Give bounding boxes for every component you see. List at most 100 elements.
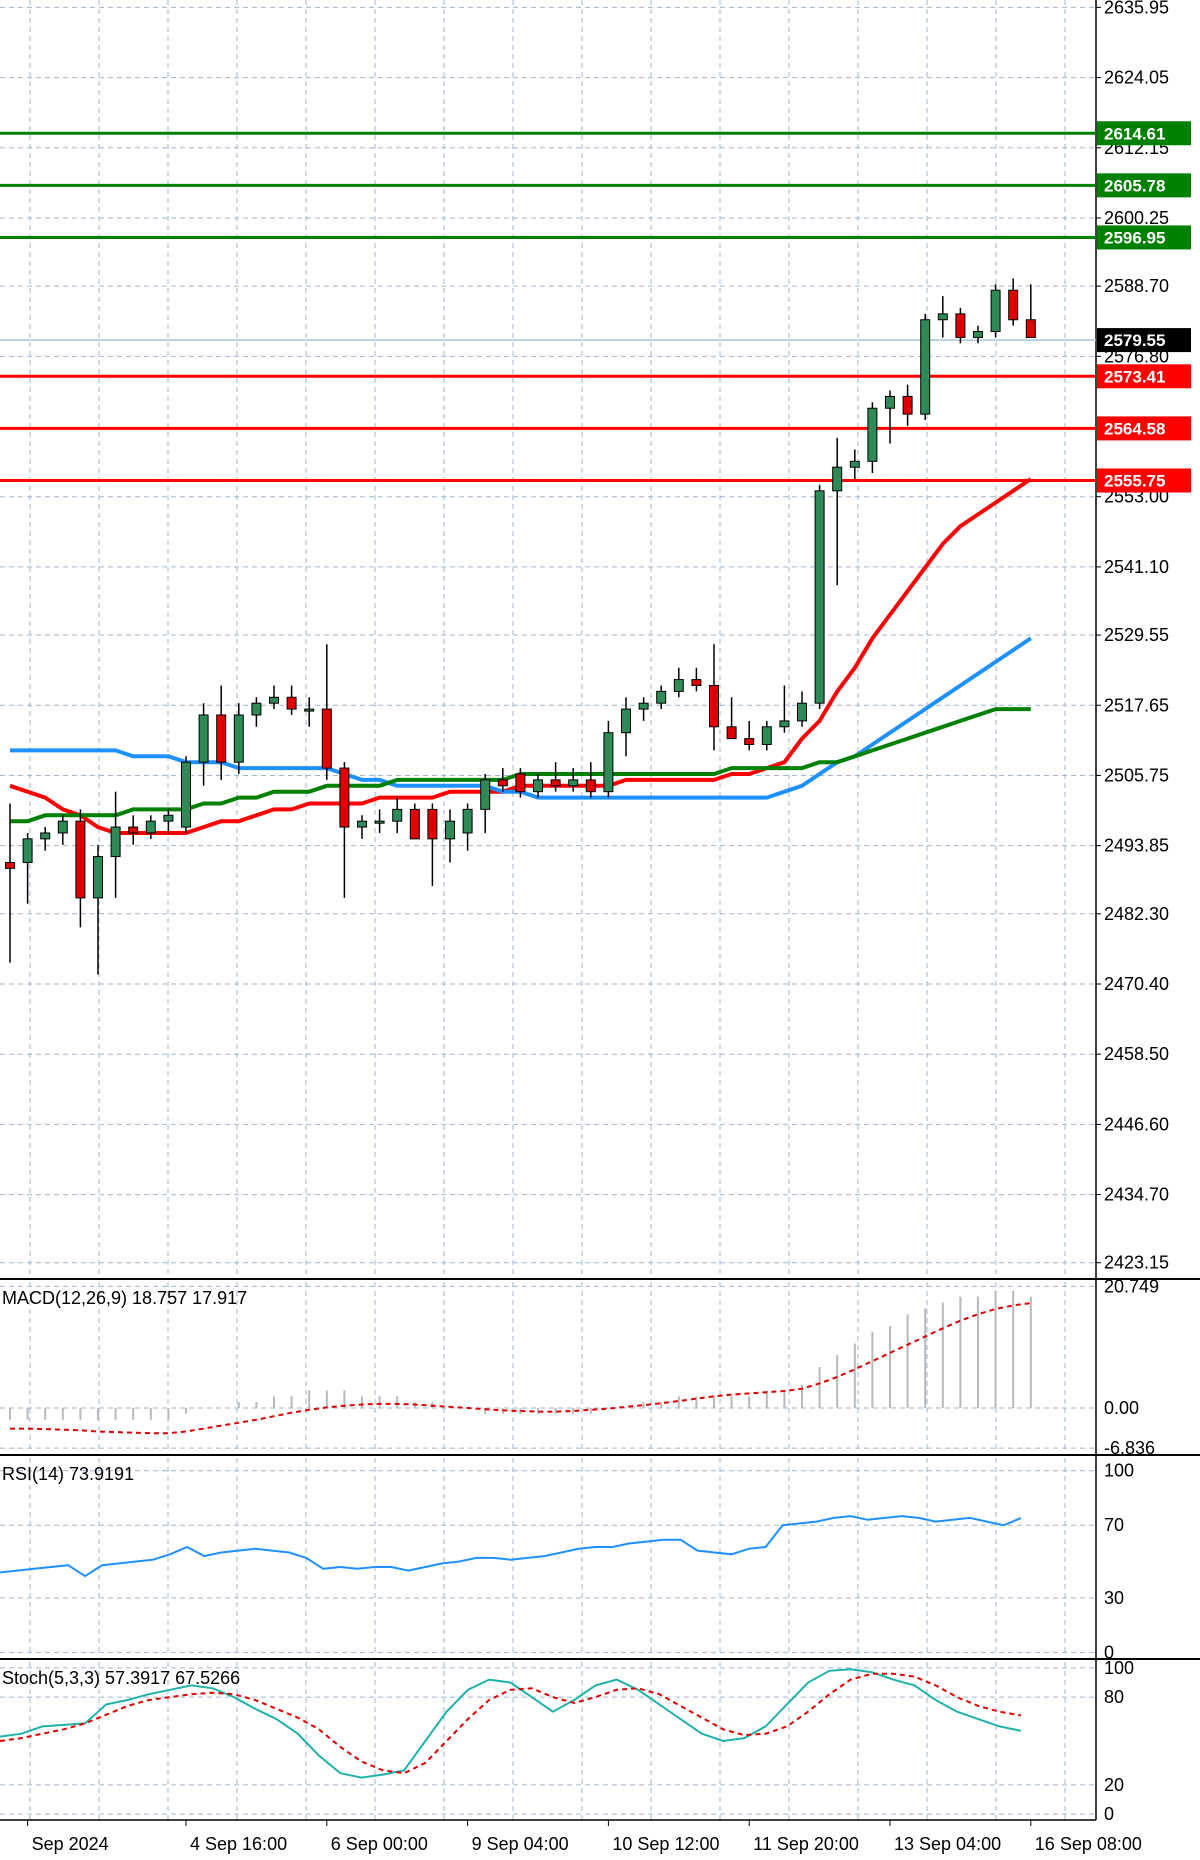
bull-candle bbox=[673, 679, 684, 692]
macd-signal-line bbox=[10, 1302, 1031, 1435]
price-tick-label: 2434.70 bbox=[1104, 1185, 1169, 1205]
rsi-line bbox=[0, 1515, 1022, 1578]
bear-candle bbox=[409, 808, 420, 840]
time-tick-label: 11 Sep 20:00 bbox=[753, 1834, 859, 1854]
bull-candle bbox=[621, 708, 631, 734]
support-level-label: 2555.75 bbox=[1104, 471, 1165, 490]
bull-candle bbox=[779, 720, 790, 728]
bull-candle bbox=[832, 466, 843, 492]
bull-candle bbox=[656, 690, 667, 704]
time-tick-label: 13 Sep 04:00 bbox=[894, 1834, 1001, 1854]
stoch-tick-label: 20 bbox=[1104, 1775, 1124, 1795]
bear-candle bbox=[321, 708, 332, 769]
bull-candle bbox=[568, 779, 579, 787]
bull-candle bbox=[269, 696, 279, 704]
bear-candle bbox=[339, 767, 350, 828]
stoch-tick-label: 100 bbox=[1104, 1658, 1134, 1678]
support-level-tag bbox=[1097, 416, 1191, 441]
bull-candle bbox=[761, 726, 772, 745]
bull-candle bbox=[867, 407, 878, 462]
moving-average-3 bbox=[10, 707, 1031, 824]
bear-candle bbox=[497, 779, 508, 787]
bull-candle bbox=[181, 761, 191, 828]
stoch-k-line bbox=[0, 1668, 1022, 1779]
bull-candle bbox=[990, 289, 1001, 333]
price-tick-label: 2541.10 bbox=[1104, 557, 1169, 577]
support-level-label: 2573.41 bbox=[1104, 367, 1165, 386]
price-tick-label: 2446.60 bbox=[1104, 1114, 1169, 1134]
bull-candle bbox=[814, 490, 825, 704]
bear-candle bbox=[5, 861, 15, 869]
macd-title: MACD(12,26,9) 18.757 17.917 bbox=[2, 1288, 247, 1308]
current-price-label: 2579.55 bbox=[1104, 331, 1165, 350]
bull-candle bbox=[797, 702, 807, 722]
bear-candle bbox=[515, 773, 526, 793]
rsi-title: RSI(14) 73.9191 bbox=[2, 1464, 134, 1484]
rsi-tick-label: 100 bbox=[1104, 1461, 1134, 1481]
price-tick-label: 2493.85 bbox=[1104, 836, 1169, 856]
resistance-level-label: 2605.78 bbox=[1104, 176, 1165, 195]
price-tick-label: 2588.70 bbox=[1104, 276, 1169, 296]
price-tick-label: 2517.65 bbox=[1104, 695, 1169, 715]
bear-candle bbox=[128, 826, 139, 834]
time-tick-label: Sep 2024 bbox=[32, 1834, 109, 1854]
bull-candle bbox=[849, 460, 860, 468]
bull-candle bbox=[57, 820, 68, 834]
bull-candle bbox=[198, 714, 209, 763]
time-tick-label: 9 Sep 04:00 bbox=[472, 1834, 569, 1854]
macd-tick-label: -6.836 bbox=[1104, 1438, 1155, 1458]
bull-candle bbox=[445, 820, 455, 840]
price-tick-label: 2470.40 bbox=[1104, 974, 1169, 994]
price-tick-label: 2624.05 bbox=[1104, 68, 1169, 88]
rsi-tick-label: 30 bbox=[1104, 1588, 1124, 1608]
bull-candle bbox=[533, 779, 543, 793]
bear-candle bbox=[726, 726, 737, 740]
macd-tick-label: 0.00 bbox=[1104, 1398, 1139, 1418]
stoch-tick-label: 80 bbox=[1104, 1687, 1124, 1707]
bull-candle bbox=[603, 732, 614, 793]
bull-candle bbox=[233, 714, 244, 763]
bull-candle bbox=[22, 838, 33, 863]
bear-candle bbox=[709, 684, 719, 728]
time-tick-label: 6 Sep 00:00 bbox=[331, 1834, 428, 1854]
bull-candle bbox=[920, 319, 931, 415]
support-level-tag bbox=[1097, 364, 1191, 389]
resistance-level-label: 2596.95 bbox=[1104, 228, 1165, 247]
stoch-d-line bbox=[0, 1672, 1021, 1775]
bull-candle bbox=[93, 856, 103, 899]
time-tick-label: 16 Sep 08:00 bbox=[1035, 1834, 1142, 1854]
bear-candle bbox=[286, 696, 297, 710]
time-tick-label: 4 Sep 16:00 bbox=[190, 1834, 287, 1854]
rsi-tick-label: 0 bbox=[1104, 1642, 1114, 1662]
bear-candle bbox=[75, 820, 86, 899]
bull-candle bbox=[145, 820, 156, 834]
resistance-level-label: 2614.61 bbox=[1104, 124, 1165, 143]
bull-candle bbox=[374, 820, 385, 824]
bear-candle bbox=[1008, 289, 1019, 321]
stoch-title: Stoch(5,3,3) 57.3917 67.5266 bbox=[2, 1668, 240, 1688]
stoch-tick-label: 0 bbox=[1104, 1804, 1114, 1824]
support-level-label: 2564.58 bbox=[1104, 419, 1165, 438]
macd-tick-label: 20.749 bbox=[1104, 1276, 1159, 1296]
price-tick-label: 2482.30 bbox=[1104, 904, 1169, 924]
price-tick-label: 2600.25 bbox=[1104, 208, 1169, 228]
resistance-level-tag bbox=[1097, 225, 1191, 250]
bull-candle bbox=[392, 808, 403, 822]
rsi-tick-label: 70 bbox=[1104, 1515, 1124, 1535]
bull-candle bbox=[40, 832, 51, 840]
time-tick-label: 10 Sep 12:00 bbox=[612, 1834, 719, 1854]
bear-candle bbox=[427, 808, 438, 840]
bear-candle bbox=[585, 779, 596, 793]
price-tick-label: 2423.15 bbox=[1104, 1253, 1169, 1273]
bull-candle bbox=[462, 808, 473, 834]
bull-candle bbox=[885, 395, 895, 409]
bull-candle bbox=[110, 826, 121, 858]
bear-candle bbox=[216, 714, 227, 763]
resistance-level-tag bbox=[1097, 121, 1191, 146]
bull-candle bbox=[973, 331, 983, 338]
bear-candle bbox=[902, 395, 913, 415]
bear-candle bbox=[744, 738, 755, 745]
bull-candle bbox=[638, 702, 649, 710]
